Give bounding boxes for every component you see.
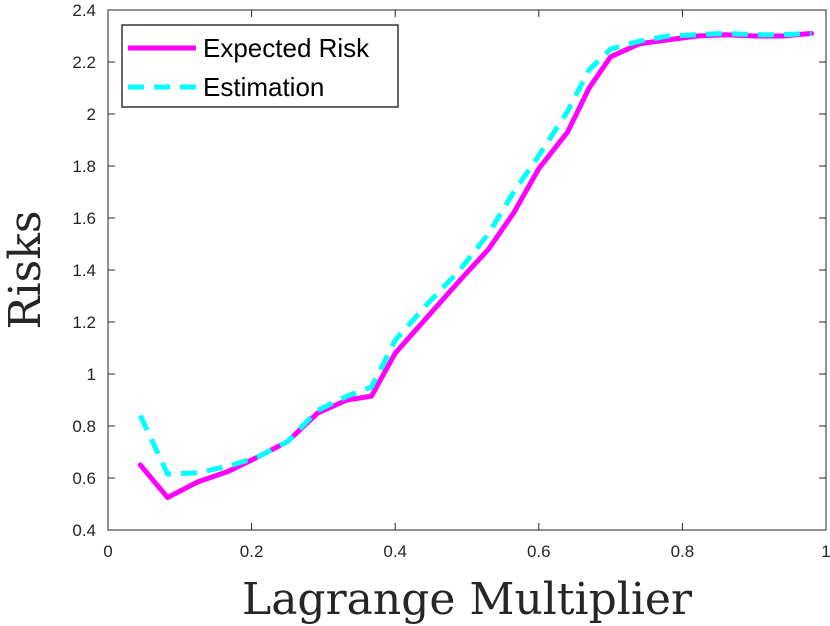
legend-box: [121, 24, 399, 108]
x-tick-label: 0.4: [383, 542, 407, 561]
x-axis-title: Lagrange Multiplier: [242, 574, 693, 625]
series-line-estimation: [138, 30, 812, 477]
x-tick-label: 0.6: [527, 542, 551, 561]
legend-label-expected-risk: Expected Risk: [203, 33, 370, 63]
y-axis-title: Risks: [0, 210, 51, 329]
y-tick-label: 1.8: [72, 157, 96, 176]
legend: Expected Risk Estimation: [121, 24, 399, 108]
y-tick-label: 1.2: [72, 313, 96, 332]
y-tick-label: 0.6: [72, 469, 96, 488]
y-tick-label: 2.2: [72, 53, 96, 72]
y-tick-label: 0.4: [72, 521, 96, 540]
y-tick-label: 2.4: [72, 1, 96, 20]
series-layer: [137, 30, 815, 500]
y-tick-label: 2: [87, 105, 96, 124]
x-tick-label: 0.2: [240, 542, 264, 561]
y-tick-label: 0.8: [72, 417, 96, 436]
x-tick-label: 0: [103, 542, 112, 561]
y-tick-label: 1.4: [72, 261, 96, 280]
ticks-layer: 0 0.2 0.4 0.6 0.8 1 0.4 0.6 0.8 1 1.2 1.4 1.6 1.8 2 2.2…: [72, 1, 830, 561]
legend-label-estimation: Estimation: [203, 72, 324, 102]
y-tick-label: 1.6: [72, 209, 96, 228]
x-tick-label: 1: [821, 542, 830, 561]
y-tick-label: 1: [87, 365, 96, 384]
x-tick-label: 0.8: [671, 542, 695, 561]
